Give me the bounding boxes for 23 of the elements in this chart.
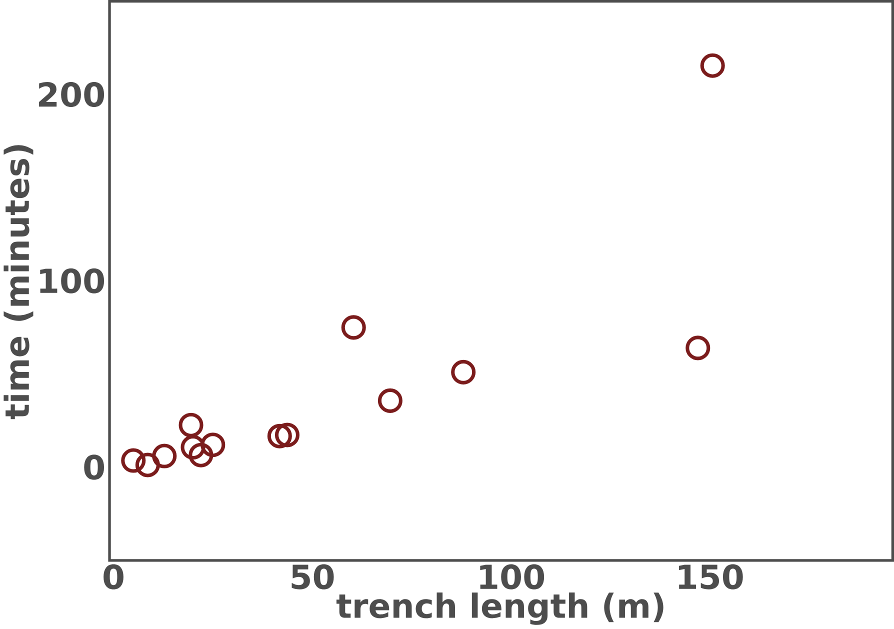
- point: [341, 315, 366, 340]
- x-axis-title: trench length (m): [336, 592, 664, 626]
- point: [267, 424, 292, 449]
- point: [178, 413, 204, 438]
- point: [700, 54, 725, 78]
- y-tick-label: 0: [84, 454, 104, 480]
- point: [135, 452, 160, 478]
- x-tick-label: 50: [292, 564, 334, 590]
- point: [378, 388, 402, 414]
- point: [152, 444, 177, 469]
- point: [200, 432, 226, 458]
- point: [274, 422, 300, 448]
- point: [188, 443, 214, 468]
- point: [180, 435, 206, 460]
- y-tick-label: 200: [39, 82, 104, 108]
- x-tick-label: 100: [480, 564, 544, 590]
- point: [121, 448, 146, 473]
- y-axis-title: time (minutes): [4, 145, 34, 420]
- point: [451, 360, 476, 385]
- x-tick-label: 0: [104, 564, 124, 590]
- x-tick-label: 150: [678, 564, 743, 590]
- point: [686, 336, 710, 360]
- y-tick-label: 100: [40, 268, 104, 294]
